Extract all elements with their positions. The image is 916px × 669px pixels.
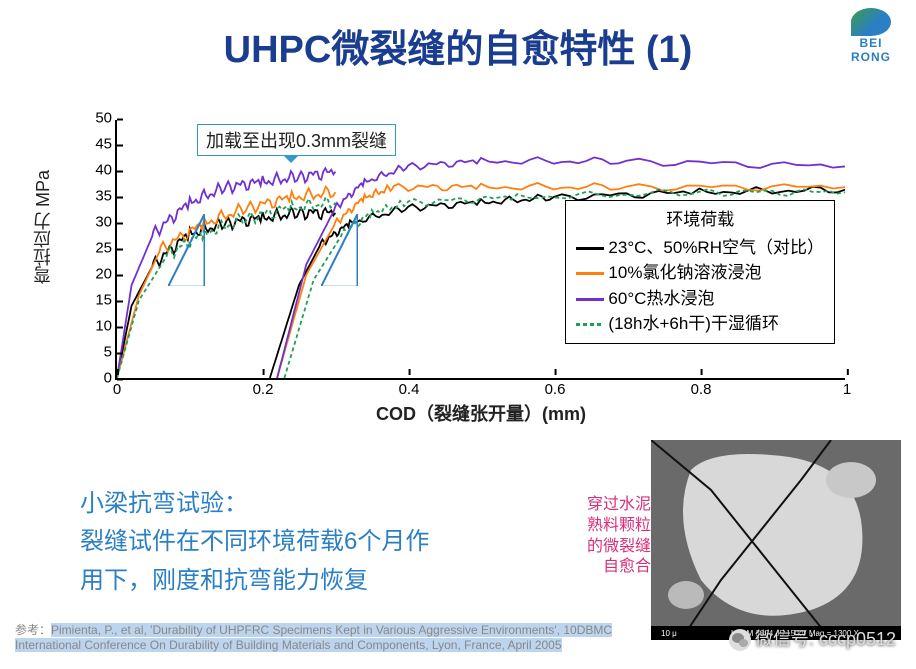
series-1-first [117,187,335,378]
y-tick: 5 [104,344,117,361]
x-tick: 0.6 [545,378,566,398]
sem-label-line: 的微裂缝 [587,537,651,558]
summary-line: 小梁抗弯试验： [80,485,560,523]
legend-label: 60°C热水浸泡 [608,289,714,308]
sem-scale: 10 μ [661,629,677,638]
legend-label: 23°C、50%RH空气（对比） [608,238,824,257]
sem-micrograph: 10 μ LERM 3894 J5 15 kV Mag = 1300 X [651,440,901,640]
stiffness-triangle-1 [321,214,358,287]
sem-label-line: 穿过水泥 [587,495,651,516]
legend-swatch [576,323,604,326]
y-tick: 35 [95,188,117,205]
y-tick: 45 [95,136,117,153]
legend-label: 10%氯化钠溶液浸泡 [608,263,761,282]
chart-legend: 环境荷载 23°C、50%RH空气（对比） 10%氯化钠溶液浸泡 60°C热水浸泡 (… [565,200,835,344]
summary-text: 小梁抗弯试验：裂缝试件在不同环境荷载6个月作用下，刚度和抗弯能力恢复 [80,485,560,600]
wechat-id: cccp0512 [819,629,896,649]
y-axis-label: 弯拉应力 MPa [30,170,56,284]
x-tick: 0.2 [253,378,274,398]
reference-prefix: 参考： [15,623,51,637]
series-0-first [117,207,335,378]
y-tick: 15 [95,292,117,309]
sem-label-line: 自愈合 [587,557,651,578]
y-tick: 40 [95,162,117,179]
y-tick: 50 [95,110,117,127]
sem-label-line: 熟料颗粒 [587,516,651,537]
legend-swatch [576,272,604,275]
y-tick: 10 [95,318,117,335]
summary-line: 裂缝试件在不同环境荷载6个月作 [80,523,560,561]
callout-loading-crack: 加载至出现0.3mm裂缝 [197,124,396,156]
x-tick: 0 [113,378,121,398]
wechat-prefix: 微信号: [755,629,819,649]
x-tick: 1 [843,378,851,398]
sem-annotation-label: 穿过水泥熟料颗粒的微裂缝自愈合 [587,495,651,578]
legend-item-3: (18h水+6h干)干湿循环 [576,311,824,337]
stress-cod-chart: 弯拉应力 MPa 加载至出现0.3mm裂缝 环境荷载 23°C、50%RH空气（… [60,110,860,430]
summary-line: 用下，刚度和抗弯能力恢复 [80,562,560,600]
reference-citation: 参考：Pimienta, P., et al, 'Durability of U… [15,623,615,654]
y-tick: 30 [95,214,117,231]
x-axis-label: COD（裂缝张开量）(mm) [376,400,586,426]
legend-swatch [576,247,604,250]
y-tick: 20 [95,266,117,283]
x-tick: 0.4 [399,378,420,398]
stiffness-triangle-0 [168,214,205,287]
legend-swatch [576,298,604,301]
wechat-watermark: 微信号: cccp0512 [729,625,896,651]
legend-item-0: 23°C、50%RH空气（对比） [576,235,824,261]
reference-text: Pimienta, P., et al, 'Durability of UHPF… [15,623,612,653]
page-title: UHPC微裂缝的自愈特性 (1) [224,29,693,71]
x-tick: 0.8 [691,378,712,398]
legend-item-2: 60°C热水浸泡 [576,286,824,312]
legend-label: (18h水+6h干)干湿循环 [608,314,779,333]
legend-title: 环境荷载 [576,207,824,233]
y-tick: 25 [95,240,117,257]
legend-item-1: 10%氯化钠溶液浸泡 [576,260,824,286]
wechat-icon [729,629,751,651]
